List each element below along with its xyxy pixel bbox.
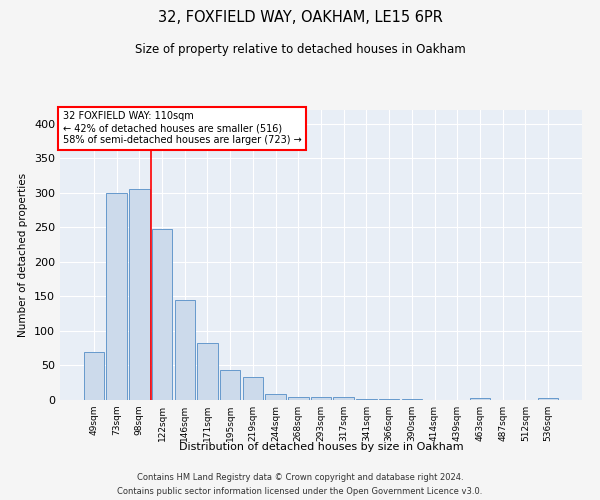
Bar	[334, 396, 354, 400]
Bar	[84, 352, 104, 400]
Y-axis label: Number of detached properties: Number of detached properties	[19, 173, 28, 337]
Bar	[175, 300, 195, 400]
Text: Distribution of detached houses by size in Oakham: Distribution of detached houses by size …	[179, 442, 463, 452]
Bar	[152, 229, 172, 400]
Bar	[311, 396, 331, 400]
Text: Contains HM Land Registry data © Crown copyright and database right 2024.: Contains HM Land Registry data © Crown c…	[137, 472, 463, 482]
Text: 32 FOXFIELD WAY: 110sqm
← 42% of detached houses are smaller (516)
58% of semi-d: 32 FOXFIELD WAY: 110sqm ← 42% of detache…	[62, 112, 301, 144]
Bar	[470, 398, 490, 400]
Text: Size of property relative to detached houses in Oakham: Size of property relative to detached ho…	[134, 42, 466, 56]
Bar	[288, 396, 308, 400]
Bar	[242, 377, 263, 400]
Bar	[538, 398, 558, 400]
Text: Contains public sector information licensed under the Open Government Licence v3: Contains public sector information licen…	[118, 488, 482, 496]
Bar	[265, 394, 286, 400]
Bar	[106, 193, 127, 400]
Text: 32, FOXFIELD WAY, OAKHAM, LE15 6PR: 32, FOXFIELD WAY, OAKHAM, LE15 6PR	[158, 10, 442, 25]
Bar	[220, 370, 241, 400]
Bar	[197, 344, 218, 400]
Bar	[129, 190, 149, 400]
